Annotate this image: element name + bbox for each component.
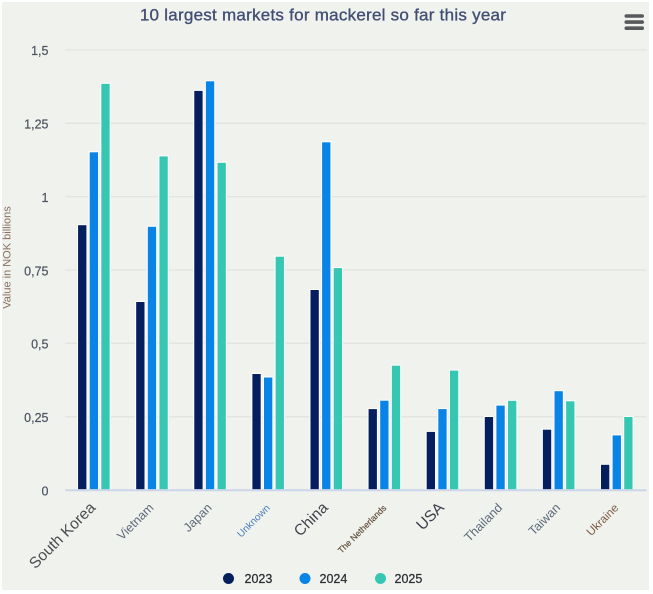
- svg-text:2025: 2025: [395, 572, 423, 586]
- svg-text:1,5: 1,5: [31, 44, 48, 58]
- svg-text:0: 0: [42, 484, 49, 498]
- svg-text:1,25: 1,25: [24, 118, 48, 132]
- svg-text:1: 1: [42, 191, 49, 205]
- svg-text:10 largest markets for mackere: 10 largest markets for mackerel so far t…: [140, 6, 506, 25]
- svg-text:Value in NOK billions: Value in NOK billions: [2, 206, 14, 309]
- svg-text:0,75: 0,75: [24, 264, 48, 278]
- svg-text:0,25: 0,25: [24, 411, 48, 425]
- svg-text:2024: 2024: [320, 572, 348, 586]
- svg-text:0,5: 0,5: [31, 338, 48, 352]
- svg-text:2023: 2023: [245, 572, 273, 586]
